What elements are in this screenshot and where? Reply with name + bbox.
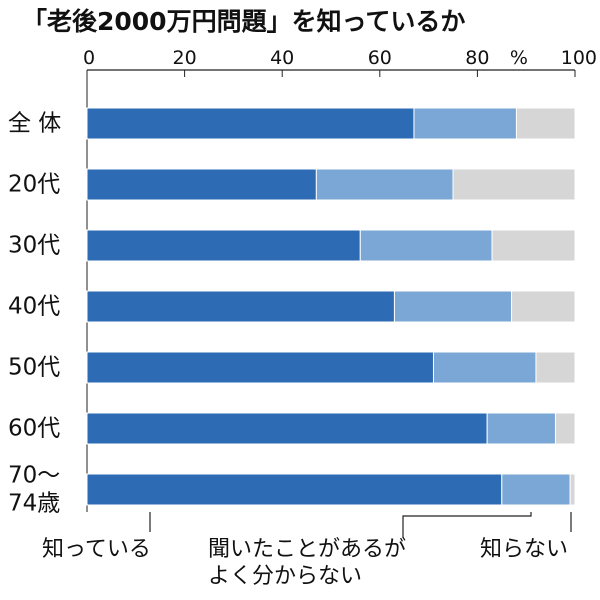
bar-segment (486, 412, 556, 445)
bar-segment (535, 351, 576, 384)
bar-segment (86, 351, 434, 384)
bar-segment (86, 229, 361, 262)
bar-segment (554, 412, 576, 445)
category-label: 50代 (8, 355, 60, 381)
category-label: 20代 (8, 172, 60, 198)
bar-segment (452, 168, 576, 201)
bar-segment (359, 229, 493, 262)
chart-title: 「老後2000万円問題」を知っているか (22, 7, 465, 36)
bar-segment (501, 473, 571, 506)
category-label: 40代 (8, 294, 60, 320)
legend-label: 聞いたことがあるがよく分からない (208, 537, 406, 589)
bar-segment (86, 290, 395, 323)
bar-segment (315, 168, 454, 201)
bar-segment (511, 290, 576, 323)
legend-label: 知らない (480, 537, 568, 562)
x-tick-label: 0 (83, 47, 95, 69)
bar-segment (432, 351, 537, 384)
x-tick-label: 20 (173, 47, 197, 69)
x-tick-label: 100 (561, 47, 597, 69)
bar-segment (86, 168, 317, 201)
category-label: 60代 (8, 416, 60, 442)
legend-leader-line (402, 512, 532, 538)
x-tick-label: 40 (270, 47, 294, 69)
bar-segment (569, 473, 576, 506)
category-label: 全 体 (8, 111, 61, 137)
x-tick-label: 80 (465, 47, 489, 69)
category-labels: 全 体 20代 30代 40代 50代 60代 70～ 74歳 (8, 111, 61, 517)
bar-segment (413, 107, 517, 140)
plot-area (86, 107, 576, 506)
x-axis: 0 20 40 60 80 100% (83, 47, 597, 512)
bar-segment (86, 473, 503, 506)
bar-segment (393, 290, 513, 323)
category-label: 30代 (8, 233, 60, 259)
bar-segment (515, 107, 576, 140)
bar-segment (86, 107, 415, 140)
bar-segment (491, 229, 576, 262)
x-axis-unit: % (510, 47, 528, 69)
x-tick-label: 60 (368, 47, 392, 69)
category-label: 70～ 74歳 (8, 463, 60, 517)
legend: 知っている 聞いたことがあるがよく分からない 知らない (42, 512, 572, 589)
bar-segment (86, 412, 488, 445)
legend-label: 知っている (42, 537, 151, 562)
